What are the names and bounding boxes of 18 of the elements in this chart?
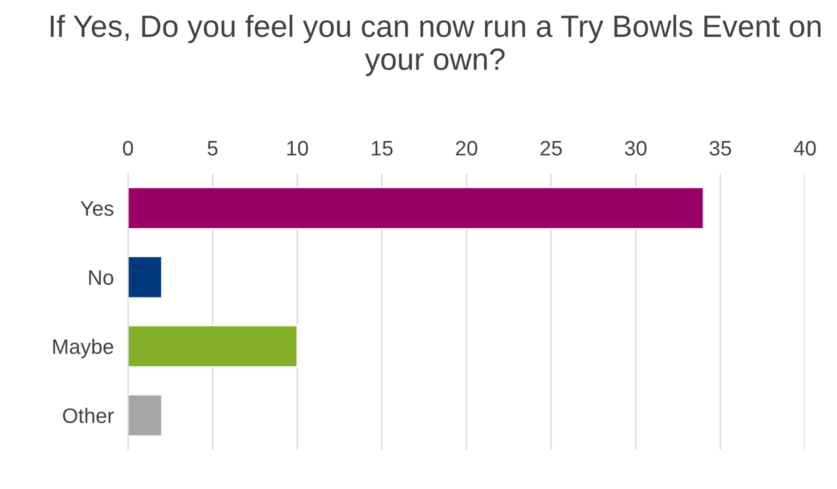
x-tick-label: 30 [624, 140, 647, 156]
bar [128, 394, 163, 437]
y-tick-label: Yes [80, 201, 114, 216]
y-tick-label: No [89, 270, 114, 285]
x-tick-label: 25 [540, 140, 562, 156]
chart-title: If Yes, Do you feel you can now run a Try Bowls Event on your own? [50, 14, 821, 76]
x-tick-label: 15 [372, 141, 393, 156]
y-tick-label: Other [63, 408, 114, 424]
y-tick-label: Maybe [53, 338, 114, 358]
x-tick-label: 5 [208, 141, 218, 156]
x-tick-label: 20 [456, 140, 478, 156]
x-tick-label: 0 [123, 140, 133, 156]
x-tick-label: 35 [710, 140, 732, 156]
bar [128, 324, 298, 368]
bar [128, 256, 163, 299]
x-tick-label: 40 [794, 140, 816, 156]
bar [128, 186, 704, 230]
x-tick-label: 10 [287, 140, 308, 156]
